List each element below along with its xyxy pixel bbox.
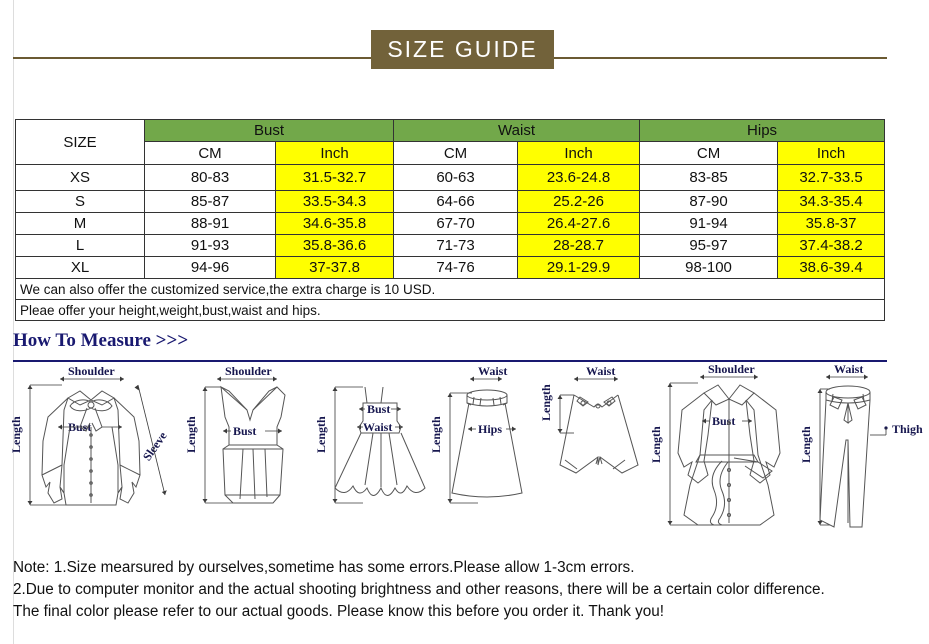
- svg-text:Length: Length: [650, 426, 663, 463]
- svg-text:Shoulder: Shoulder: [225, 365, 272, 378]
- svg-text:Length: Length: [430, 416, 443, 453]
- svg-text:Length: Length: [540, 384, 553, 421]
- svg-text:Waist: Waist: [834, 365, 863, 376]
- svg-text:Length: Length: [800, 426, 813, 463]
- svg-text:Sleeve: Sleeve: [140, 429, 170, 464]
- svg-text:Waist: Waist: [363, 420, 392, 434]
- svg-text:Hips: Hips: [478, 422, 502, 436]
- svg-text:Bust: Bust: [233, 424, 256, 438]
- svg-text:Waist: Waist: [478, 365, 507, 378]
- svg-text:Shoulder: Shoulder: [68, 365, 115, 378]
- svg-text:Length: Length: [10, 416, 23, 453]
- svg-text:Bust: Bust: [367, 402, 390, 416]
- svg-text:Thigh: Thigh: [892, 422, 923, 436]
- svg-text:Shoulder: Shoulder: [708, 365, 755, 376]
- svg-text:Bust: Bust: [712, 414, 735, 428]
- svg-text:Length: Length: [185, 416, 198, 453]
- svg-text:Waist: Waist: [586, 365, 615, 378]
- svg-text:Length: Length: [315, 416, 328, 453]
